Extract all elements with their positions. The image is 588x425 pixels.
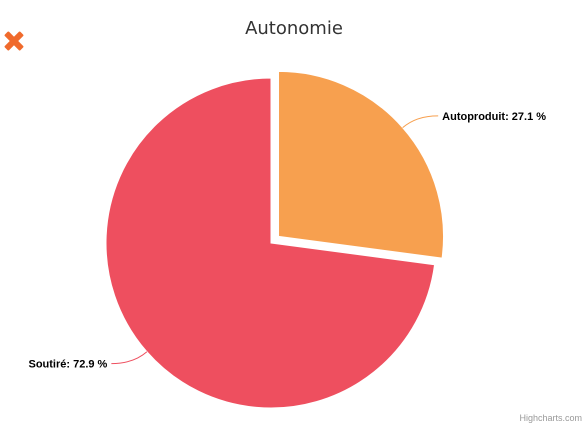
pie-labels: Autoproduit: 27.1 % Soutiré: 72.9 % [28, 111, 546, 371]
pie-slices [105, 70, 445, 409]
connector-line-soutir- [111, 351, 148, 365]
connector-line-autoproduit [402, 115, 439, 129]
chart-title: Autonomie [245, 18, 343, 39]
pie-slice-soutir-[interactable] [105, 77, 436, 409]
credits-link[interactable]: Highcharts.com [519, 413, 582, 423]
pie-slice-autoproduit[interactable] [278, 70, 445, 259]
data-label-soutir-: Soutiré: 72.9 % [28, 359, 107, 371]
data-label-autoproduit: Autoproduit: 27.1 % [442, 111, 546, 123]
